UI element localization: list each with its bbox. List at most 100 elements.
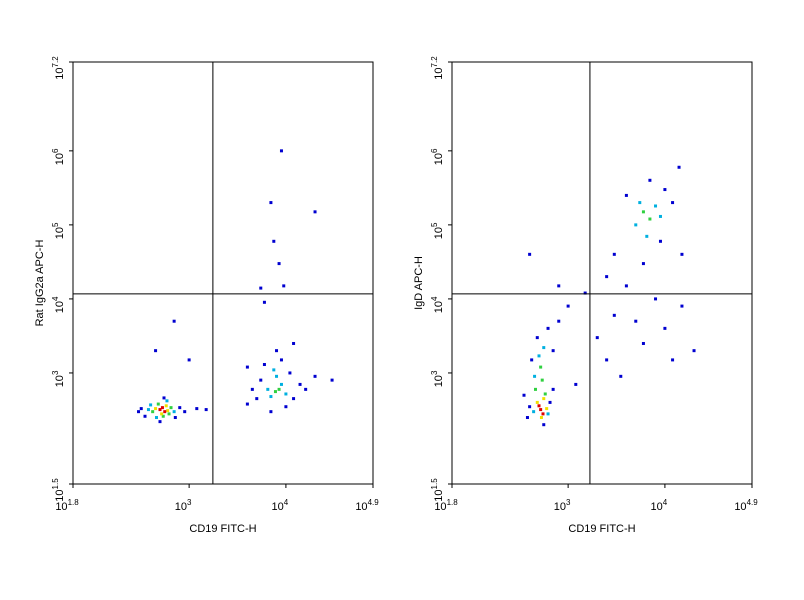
tick-exponent: 4 — [430, 296, 439, 301]
event-dot — [269, 201, 273, 205]
event-dot — [658, 239, 662, 243]
event-dot — [654, 297, 658, 301]
event-dot — [172, 319, 176, 323]
event-dot — [162, 396, 166, 400]
tick-exponent: 3 — [51, 370, 60, 375]
event-dot — [272, 368, 276, 372]
event-dot — [648, 217, 652, 221]
x-tick-label: 104 — [272, 498, 289, 513]
event-dot — [528, 405, 532, 409]
tick-base: 10 — [734, 501, 746, 513]
event-dot — [532, 410, 536, 414]
event-dot — [641, 262, 645, 266]
tick-exponent: 5 — [430, 222, 439, 227]
tick-exponent: 3 — [566, 498, 571, 507]
y-tick-label: 101.5 — [51, 478, 66, 502]
tick-base: 10 — [54, 489, 66, 501]
event-dot — [624, 284, 628, 288]
event-dot — [641, 210, 645, 214]
event-dot — [275, 374, 279, 378]
event-dot — [195, 407, 199, 411]
event-dot — [645, 234, 649, 238]
event-dot — [548, 400, 552, 404]
event-dot — [692, 349, 696, 353]
event-dot — [528, 252, 532, 256]
event-dot — [542, 397, 546, 401]
tick-base: 10 — [433, 67, 445, 79]
tick-exponent: 7.2 — [51, 56, 60, 68]
event-dot — [595, 336, 599, 340]
event-dot — [255, 397, 259, 401]
y-tick-label: 106 — [51, 148, 66, 165]
event-dot — [269, 410, 273, 414]
event-dot — [304, 387, 308, 391]
event-dot — [663, 188, 667, 192]
tick-exponent: 4 — [51, 296, 60, 301]
event-dot — [183, 410, 187, 414]
event-dot — [551, 387, 555, 391]
event-dot — [172, 410, 176, 414]
event-dot — [677, 165, 681, 169]
y-tick-label: 103 — [51, 370, 66, 387]
tick-exponent: 1.5 — [51, 478, 60, 490]
event-dot — [163, 410, 167, 414]
tick-base: 10 — [55, 501, 67, 513]
event-dot — [292, 341, 296, 345]
event-dot — [275, 349, 279, 353]
tick-base: 10 — [434, 501, 446, 513]
event-dot — [151, 410, 155, 414]
event-dot — [158, 420, 162, 424]
event-dot — [167, 412, 171, 416]
event-dot — [535, 336, 539, 340]
event-dot — [169, 406, 173, 410]
event-dot — [648, 178, 652, 182]
event-dot — [266, 387, 270, 391]
event-dot — [583, 291, 587, 295]
event-dot — [542, 346, 546, 350]
y-axis-label: IgD APC-H — [413, 256, 425, 310]
tick-exponent: 7.2 — [430, 56, 439, 68]
event-dot — [663, 326, 667, 330]
event-dot — [292, 397, 296, 401]
tick-base: 10 — [54, 67, 66, 79]
event-dot — [284, 392, 288, 396]
tick-exponent: 4.9 — [747, 498, 759, 507]
event-dot — [543, 392, 547, 396]
event-dot — [279, 149, 283, 153]
event-dot — [619, 374, 623, 378]
event-dot — [624, 193, 628, 197]
event-dot — [658, 214, 662, 218]
event-dot — [154, 407, 158, 411]
tick-base: 10 — [54, 375, 66, 387]
event-dot — [680, 304, 684, 308]
event-dot — [277, 262, 281, 266]
tick-exponent: 4 — [284, 498, 289, 507]
event-dot — [149, 403, 153, 407]
event-dot — [313, 210, 317, 214]
tick-base: 10 — [554, 501, 566, 513]
event-dot — [605, 358, 609, 362]
event-dot — [139, 407, 143, 411]
event-dot — [546, 326, 550, 330]
y-axis-label: Rat IgG2a APC-H — [34, 240, 46, 327]
tick-exponent: 1.8 — [447, 498, 459, 507]
x-tick-label: 104 — [651, 498, 668, 513]
event-dot — [282, 284, 286, 288]
tick-base: 10 — [355, 501, 367, 513]
tick-base: 10 — [433, 301, 445, 313]
tick-base: 10 — [272, 501, 284, 513]
event-dot — [313, 374, 317, 378]
tick-exponent: 4 — [663, 498, 668, 507]
y-tick-label: 105 — [51, 222, 66, 239]
event-dot — [273, 390, 277, 394]
event-dot — [204, 408, 208, 412]
event-dot — [671, 201, 675, 205]
event-dot — [680, 252, 684, 256]
tick-exponent: 3 — [187, 498, 192, 507]
y-tick-label: 103 — [430, 370, 445, 387]
event-dot — [546, 412, 550, 416]
tick-exponent: 6 — [51, 148, 60, 153]
event-dot — [269, 395, 273, 399]
event-dot — [137, 410, 141, 414]
event-dot — [173, 416, 177, 420]
